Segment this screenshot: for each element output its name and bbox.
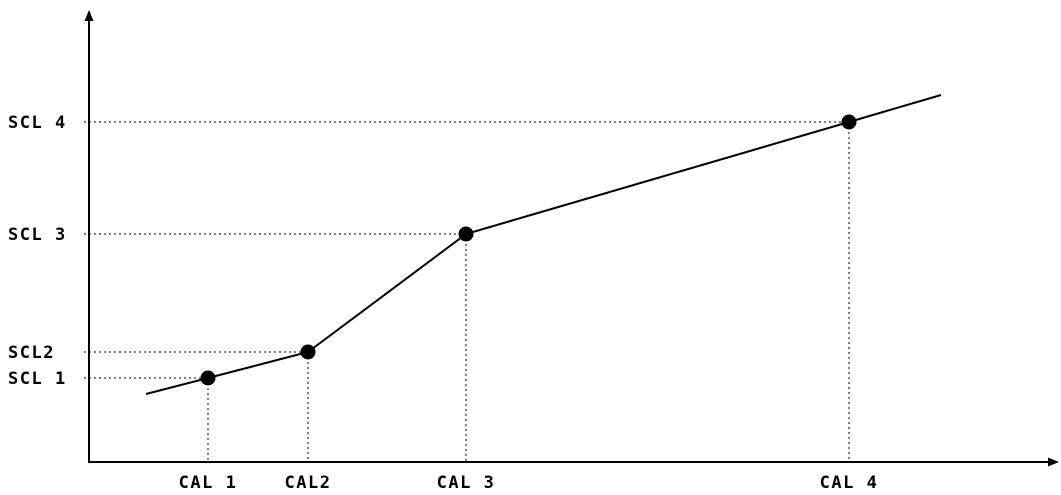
calibration-point-2 (300, 344, 316, 360)
calibration-point-3 (458, 226, 474, 242)
y-axis-arrow-icon (84, 10, 94, 21)
calibration-point-1 (200, 370, 216, 386)
x-axis-arrow-icon (1048, 457, 1059, 467)
y-label-scl2: SCL2 (8, 343, 55, 363)
y-label-scl4: SCL 4 (8, 113, 67, 133)
x-label-cal2: CAL2 (285, 473, 332, 493)
y-label-scl3: SCL 3 (8, 225, 67, 245)
x-label-cal3: CAL 3 (437, 473, 496, 493)
x-label-cal4: CAL 4 (820, 473, 879, 493)
y-label-scl1: SCL 1 (8, 369, 67, 389)
calibration-point-4 (841, 114, 857, 130)
x-label-cal1: CAL 1 (179, 473, 238, 493)
calibration-curve (145, 94, 942, 395)
